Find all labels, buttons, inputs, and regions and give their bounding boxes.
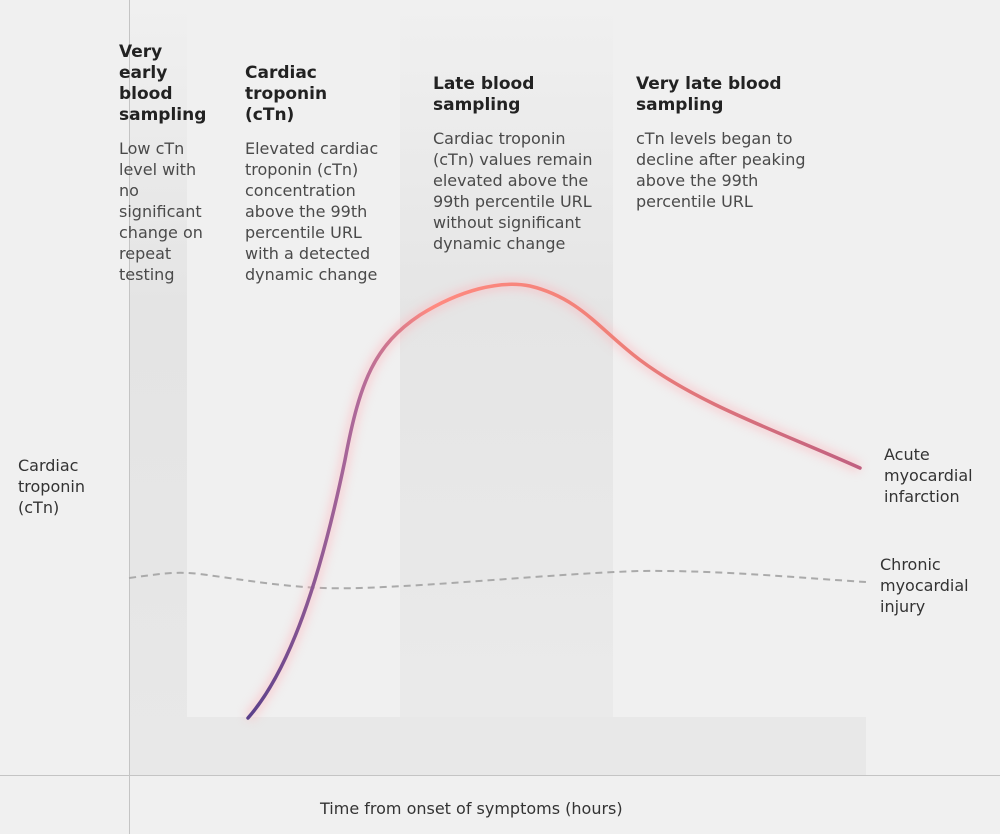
phase-description: cTn levels began to decline after peakin…	[636, 129, 806, 211]
y-axis-label: Cardiac troponin (cTn)	[18, 456, 85, 517]
phase-cardiac-troponin: Cardiac troponin (cTn) Elevated cardiac …	[245, 63, 385, 285]
phase-heading: Late blood sampling	[433, 74, 535, 115]
phase-description: Low cTn level with no significant change…	[119, 139, 203, 284]
phase-description: Elevated cardiac troponin (cTn) concentr…	[245, 139, 379, 284]
phase-very-late: Very late blood sampling cTn levels bega…	[636, 74, 811, 212]
acute-mi-label: Acute myocardial infarction	[884, 445, 973, 506]
phase-late: Late blood sampling Cardiac troponin (cT…	[433, 74, 603, 254]
acute-mi-curve-glow	[244, 279, 863, 722]
phase-heading: Very early blood sampling	[119, 42, 207, 125]
phase-very-early: Very early blood sampling Low cTn level …	[119, 42, 209, 285]
baseline-band	[129, 717, 866, 775]
chronic-injury-curve	[128, 569, 867, 590]
late-band	[400, 0, 613, 775]
very-early-band	[129, 0, 187, 775]
chronic-injury-label: Chronic myocardial injury	[880, 555, 969, 616]
phase-heading: Cardiac troponin (cTn)	[245, 63, 328, 125]
acute-mi-curve	[246, 282, 862, 720]
phase-heading: Very late blood sampling	[636, 74, 782, 115]
phase-description: Cardiac troponin (cTn) values remain ele…	[433, 129, 593, 253]
x-axis-label: Time from onset of symptoms (hours)	[320, 799, 623, 818]
